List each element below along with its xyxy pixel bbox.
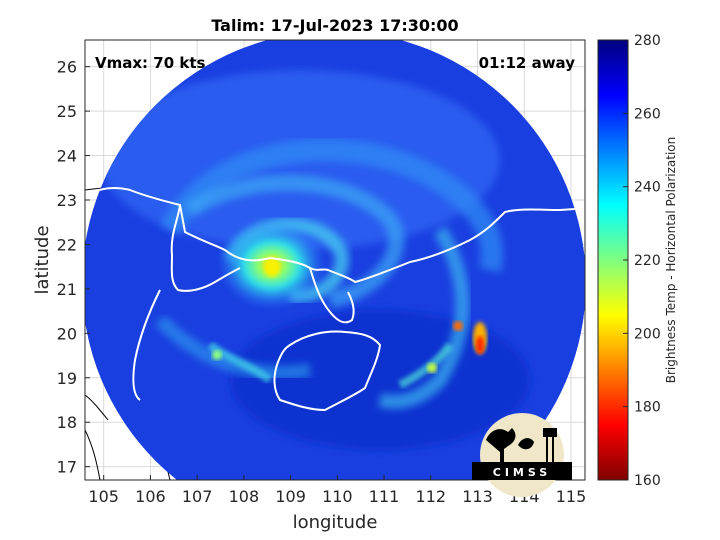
y-ticks: 17 18 19 20 21 22 23 24 25 26 [57,58,90,477]
chart-title: Talim: 17-Jul-2023 17:30:00 [211,16,458,35]
y-tick-label: 26 [57,58,77,77]
y-tick-label: 17 [57,458,77,477]
vmax-label: Vmax: 70 kts [95,54,205,72]
x-tick-label: 110 [322,487,353,506]
time-away-label: 01:12 away [479,54,576,72]
x-tick-label: 105 [88,487,119,506]
colorbar-tick-label: 260 [634,106,661,122]
colorbar-tick-label: 240 [634,180,661,196]
y-tick-label: 21 [57,280,77,299]
y-tick-label: 20 [57,324,77,343]
y-axis-label: latitude [32,225,53,294]
colorbar-tick-label: 200 [634,326,661,342]
x-tick-label: 106 [135,487,166,506]
cimss-logo-text: CIMSS [493,466,551,479]
x-tick-label: 109 [275,487,306,506]
y-tick-label: 25 [57,102,77,121]
y-tick-label: 22 [57,235,77,254]
y-tick-label: 24 [57,147,77,166]
x-tick-label: 113 [462,487,493,506]
x-axis-label: longitude [293,512,378,533]
land-outline-inside [85,186,585,412]
colorbar-tick-label: 160 [634,473,661,489]
x-tick-label: 111 [369,487,400,506]
y-tick-label: 23 [57,191,77,210]
y-tick-label: 18 [57,413,77,432]
y-tick-label: 19 [57,369,77,388]
colorbar-label: Brightness Temp - Horizontal Polarizatio… [664,137,678,384]
colorbar-tick-label: 180 [634,400,661,416]
microwave-swath [85,40,585,480]
x-tick-label: 112 [416,487,447,506]
colorbar-ticks: 160 180 200 220 240 260 280 [623,33,661,489]
cimss-logo: CIMSS [472,413,572,497]
colorbar-tick-label: 220 [634,253,661,269]
colorbar-tick-label: 280 [634,33,661,49]
x-tick-label: 107 [182,487,213,506]
x-tick-label: 115 [556,487,587,506]
x-tick-label: 108 [229,487,260,506]
axes-box [84,39,586,481]
